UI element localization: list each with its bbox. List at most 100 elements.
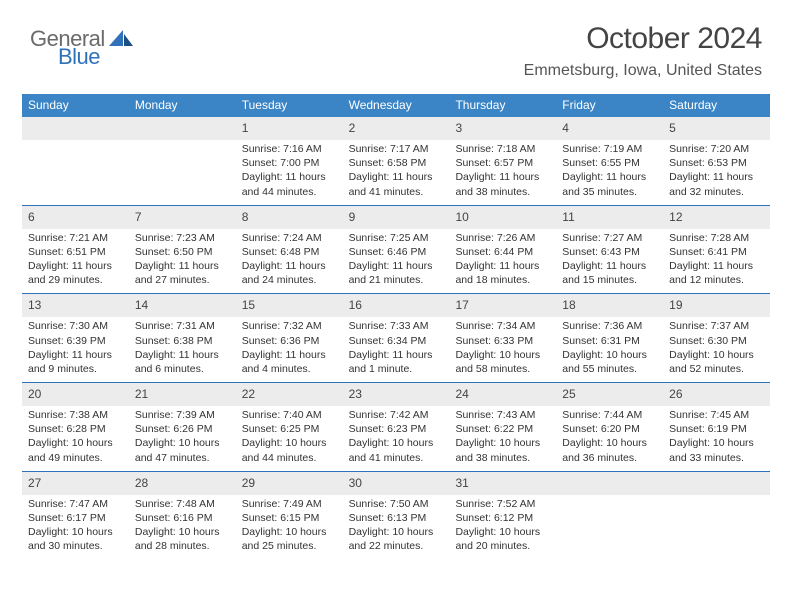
calendar-day-cell: 22Sunrise: 7:40 AMSunset: 6:25 PMDayligh…: [236, 383, 343, 471]
day-number: 1: [242, 121, 249, 135]
calendar-day-cell: 27Sunrise: 7:47 AMSunset: 6:17 PMDayligh…: [22, 472, 129, 560]
day-number-row: 2: [343, 117, 450, 140]
sunset-line: Sunset: 6:51 PM: [28, 245, 123, 259]
day-details: Sunrise: 7:38 AMSunset: 6:28 PMDaylight:…: [22, 406, 129, 471]
day-details: [556, 495, 663, 555]
sunrise-line: Sunrise: 7:52 AM: [455, 497, 550, 511]
day-number: 23: [349, 387, 362, 401]
sunrise-line: Sunrise: 7:39 AM: [135, 408, 230, 422]
daylight-line: Daylight: 11 hours and 38 minutes.: [455, 170, 550, 198]
day-number-row: 24: [449, 383, 556, 406]
day-number: 28: [135, 476, 148, 490]
day-number-row: 15: [236, 294, 343, 317]
sunrise-line: Sunrise: 7:21 AM: [28, 231, 123, 245]
calendar-day-cell: 13Sunrise: 7:30 AMSunset: 6:39 PMDayligh…: [22, 294, 129, 382]
day-number: 6: [28, 210, 35, 224]
daylight-line: Daylight: 10 hours and 44 minutes.: [242, 436, 337, 464]
weekday-header: Saturday: [663, 94, 770, 117]
calendar-day-cell: [663, 472, 770, 560]
calendar-day-cell: 17Sunrise: 7:34 AMSunset: 6:33 PMDayligh…: [449, 294, 556, 382]
day-number: 11: [562, 210, 574, 224]
sunset-line: Sunset: 6:28 PM: [28, 422, 123, 436]
sunset-line: Sunset: 6:17 PM: [28, 511, 123, 525]
sunset-line: Sunset: 6:44 PM: [455, 245, 550, 259]
sunrise-line: Sunrise: 7:31 AM: [135, 319, 230, 333]
day-number-row: 18: [556, 294, 663, 317]
month-title: October 2024: [524, 22, 762, 56]
day-number: 18: [562, 298, 575, 312]
day-number: 14: [135, 298, 148, 312]
sunset-line: Sunset: 6:16 PM: [135, 511, 230, 525]
day-number-row: 25: [556, 383, 663, 406]
calendar-day-cell: 30Sunrise: 7:50 AMSunset: 6:13 PMDayligh…: [343, 472, 450, 560]
day-number-row: 12: [663, 206, 770, 229]
day-details: Sunrise: 7:30 AMSunset: 6:39 PMDaylight:…: [22, 317, 129, 382]
sunset-line: Sunset: 6:23 PM: [349, 422, 444, 436]
day-number: 26: [669, 387, 682, 401]
calendar-day-cell: 6Sunrise: 7:21 AMSunset: 6:51 PMDaylight…: [22, 206, 129, 294]
weekday-header: Tuesday: [236, 94, 343, 117]
day-number: 17: [455, 298, 468, 312]
title-block: October 2024 Emmetsburg, Iowa, United St…: [524, 22, 762, 80]
weeks-container: 1 Sunrise: 7:16 AMSunset: 7:00 PMDaylight…: [22, 117, 770, 559]
day-number: 7: [135, 210, 142, 224]
sunrise-line: Sunrise: 7:17 AM: [349, 142, 444, 156]
day-details: Sunrise: 7:31 AMSunset: 6:38 PMDaylight:…: [129, 317, 236, 382]
calendar-day-cell: 21Sunrise: 7:39 AMSunset: 6:26 PMDayligh…: [129, 383, 236, 471]
sunrise-line: Sunrise: 7:40 AM: [242, 408, 337, 422]
day-details: [22, 140, 129, 200]
sunset-line: Sunset: 6:43 PM: [562, 245, 657, 259]
day-number: 9: [349, 210, 356, 224]
day-details: Sunrise: 7:25 AMSunset: 6:46 PMDaylight:…: [343, 229, 450, 294]
calendar-day-cell: 23Sunrise: 7:42 AMSunset: 6:23 PMDayligh…: [343, 383, 450, 471]
sunrise-line: Sunrise: 7:27 AM: [562, 231, 657, 245]
sunrise-line: Sunrise: 7:23 AM: [135, 231, 230, 245]
day-number: 16: [349, 298, 362, 312]
daylight-line: Daylight: 11 hours and 35 minutes.: [562, 170, 657, 198]
calendar-day-cell: 1 Sunrise: 7:16 AMSunset: 7:00 PMDaylight…: [236, 117, 343, 205]
sunrise-line: Sunrise: 7:32 AM: [242, 319, 337, 333]
sunrise-line: Sunrise: 7:16 AM: [242, 142, 337, 156]
sunset-line: Sunset: 6:41 PM: [669, 245, 764, 259]
calendar-day-cell: 11Sunrise: 7:27 AMSunset: 6:43 PMDayligh…: [556, 206, 663, 294]
day-number: 22: [242, 387, 255, 401]
sunrise-line: Sunrise: 7:43 AM: [455, 408, 550, 422]
sunrise-line: Sunrise: 7:50 AM: [349, 497, 444, 511]
sunset-line: Sunset: 6:55 PM: [562, 156, 657, 170]
day-number-row: 11: [556, 206, 663, 229]
calendar-day-cell: 3Sunrise: 7:18 AMSunset: 6:57 PMDaylight…: [449, 117, 556, 205]
daylight-line: Daylight: 11 hours and 24 minutes.: [242, 259, 337, 287]
daylight-line: Daylight: 11 hours and 12 minutes.: [669, 259, 764, 287]
day-number-row: 19: [663, 294, 770, 317]
sunset-line: Sunset: 6:57 PM: [455, 156, 550, 170]
daylight-line: Daylight: 10 hours and 20 minutes.: [455, 525, 550, 553]
day-number: 27: [28, 476, 41, 490]
calendar-day-cell: 24Sunrise: 7:43 AMSunset: 6:22 PMDayligh…: [449, 383, 556, 471]
day-number-row: 1: [236, 117, 343, 140]
day-number-row: 7: [129, 206, 236, 229]
calendar-day-cell: 29Sunrise: 7:49 AMSunset: 6:15 PMDayligh…: [236, 472, 343, 560]
daylight-line: Daylight: 11 hours and 18 minutes.: [455, 259, 550, 287]
day-number: 4: [562, 121, 569, 135]
day-details: Sunrise: 7:16 AMSunset: 7:00 PMDaylight:…: [236, 140, 343, 205]
sunset-line: Sunset: 6:30 PM: [669, 334, 764, 348]
day-number: [562, 476, 565, 490]
daylight-line: Daylight: 10 hours and 49 minutes.: [28, 436, 123, 464]
day-details: Sunrise: 7:39 AMSunset: 6:26 PMDaylight:…: [129, 406, 236, 471]
day-number: 19: [669, 298, 682, 312]
day-number-row: 20: [22, 383, 129, 406]
day-number-row: 6: [22, 206, 129, 229]
daylight-line: Daylight: 11 hours and 4 minutes.: [242, 348, 337, 376]
sunset-line: Sunset: 6:15 PM: [242, 511, 337, 525]
sunrise-line: Sunrise: 7:38 AM: [28, 408, 123, 422]
sunset-line: Sunset: 6:58 PM: [349, 156, 444, 170]
calendar-day-cell: 20Sunrise: 7:38 AMSunset: 6:28 PMDayligh…: [22, 383, 129, 471]
sunset-line: Sunset: 6:22 PM: [455, 422, 550, 436]
day-number: 25: [562, 387, 575, 401]
sunrise-line: Sunrise: 7:36 AM: [562, 319, 657, 333]
day-details: Sunrise: 7:48 AMSunset: 6:16 PMDaylight:…: [129, 495, 236, 560]
calendar-day-cell: 12Sunrise: 7:28 AMSunset: 6:41 PMDayligh…: [663, 206, 770, 294]
day-number: 12: [669, 210, 682, 224]
daylight-line: Daylight: 10 hours and 30 minutes.: [28, 525, 123, 553]
day-number: 30: [349, 476, 362, 490]
